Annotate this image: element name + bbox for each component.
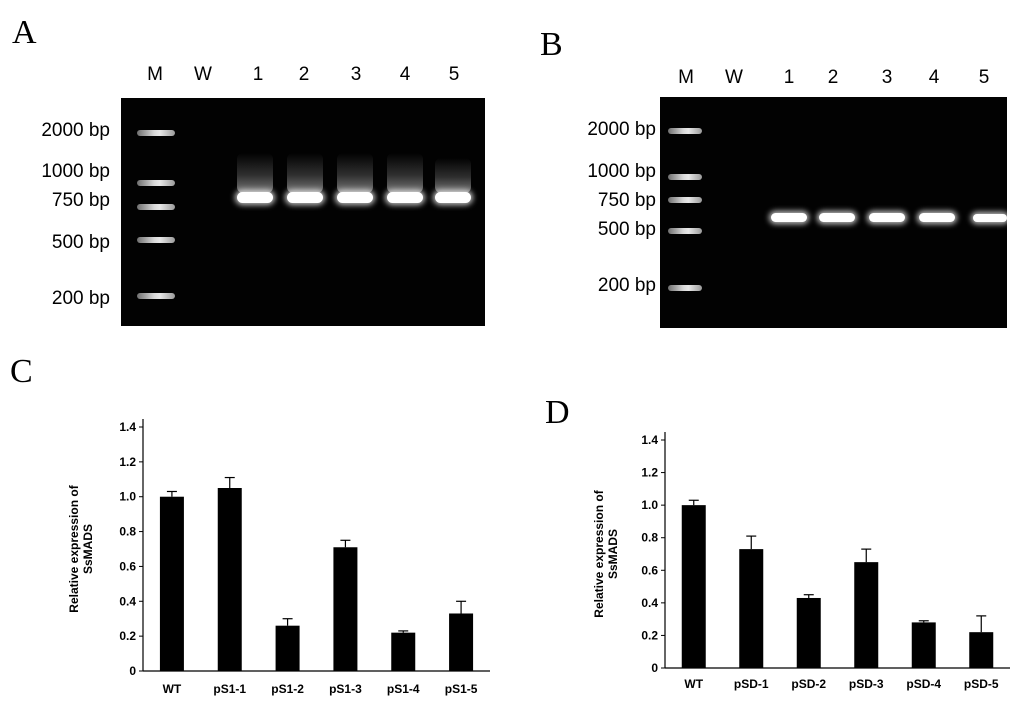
y-tick-label: 0.4 [119,594,136,608]
bar-chart-d: 0 0.2 0.4 0.6 0.8 1.0 1.2 1.4 WT pSD-1 pSD-2 pSD-3 p… [592,432,1010,691]
ladder-band [668,228,702,234]
lane-label-w: W [194,64,212,85]
y-tick-label: 0 [129,664,136,678]
x-tick-label: pS1-2 [271,682,304,696]
bar [681,505,706,668]
bar [969,632,994,668]
size-marker-500: 500 bp [51,232,110,253]
x-tick-label: pSD-3 [849,677,884,691]
ladder-band [668,174,702,180]
panel-letter-c: C [10,353,33,390]
bar-chart-c: 0 0.2 0.4 0.6 0.8 1.0 1.2 1.4 WT pS1-1 pS1-2 pS1-3 p… [67,419,490,696]
ladder-band [137,237,175,243]
panel-letter-d: D [545,394,570,431]
x-tick-label: pS1-5 [445,682,478,696]
ladder-band [668,128,702,134]
lane-label-m: M [147,64,163,85]
ladder-band [668,197,702,203]
lane-label-4: 4 [928,67,940,88]
bar [911,622,936,668]
size-marker-200: 200 bp [597,275,656,296]
size-marker-2000: 2000 bp [41,120,110,141]
lane-label-3: 3 [881,67,893,88]
band-smear [237,153,273,193]
band-smear [337,153,373,193]
y-tick-label: 1.4 [119,420,136,434]
lane-label-5: 5 [978,67,990,88]
lane-label-w: W [725,67,743,88]
lane-label-5: 5 [448,64,460,85]
size-marker-1000: 1000 bp [587,161,656,182]
lane-label-2: 2 [298,64,310,85]
size-marker-750: 750 bp [51,190,110,211]
y-tick-label: 0.8 [641,531,658,545]
bar [333,547,358,671]
ladder-band [668,285,702,291]
lane-label-4: 4 [399,64,411,85]
lane-label-2: 2 [827,67,839,88]
bar [391,632,416,671]
lane-label-3: 3 [350,64,362,85]
pcr-band [387,192,423,203]
y-tick-label: 0.2 [641,628,658,642]
bar [796,597,821,668]
y-tick-label: 0.2 [119,629,136,643]
y-tick-label: 1.0 [641,498,658,512]
pcr-band [869,213,905,222]
y-tick-label: 0.4 [641,596,658,610]
y-tick-label: 0.8 [119,525,136,539]
pcr-band [287,192,323,203]
lane-label-m: M [678,67,694,88]
ladder-band [137,293,175,299]
y-tick-label: 1.2 [641,466,658,480]
gel-image-b [660,97,1007,328]
y-tick-label: 0.6 [641,563,658,577]
pcr-band [771,213,807,222]
bar [854,562,879,668]
pcr-band [435,192,471,203]
size-marker-2000: 2000 bp [587,119,656,140]
size-marker-500: 500 bp [597,219,656,240]
bar [449,613,474,671]
y-tick-label: 1.0 [119,490,136,504]
pcr-band [819,213,855,222]
lane-label-1: 1 [252,64,264,85]
y-tick-label: 1.4 [641,433,658,447]
x-tick-label: pSD-5 [964,677,999,691]
x-tick-label: WT [163,682,182,696]
band-smear [435,158,471,193]
y-tick-label: 1.2 [119,455,136,469]
pcr-band [973,214,1007,222]
x-tick-label: pSD-1 [734,677,769,691]
lane-label-1: 1 [783,67,795,88]
bar [739,549,764,668]
size-marker-1000: 1000 bp [41,161,110,182]
x-tick-label: pSD-2 [791,677,826,691]
bar [159,496,184,671]
ladder-band [137,180,175,186]
y-tick-label: 0.6 [119,559,136,573]
ladder-band [137,204,175,210]
size-marker-200: 200 bp [51,288,110,309]
panel-letter-b: B [540,26,563,63]
x-tick-label: pS1-1 [213,682,246,696]
x-tick-label: pSD-4 [906,677,941,691]
bar [275,625,300,671]
panel-letter-a: A [12,14,37,51]
x-tick-label: pS1-4 [387,682,420,696]
y-axis-label: Relative expression ofSsMADS [67,484,95,612]
y-axis-label: Relative expression ofSsMADS [592,489,620,617]
pcr-band [337,192,373,203]
band-smear [287,153,323,193]
size-marker-750: 750 bp [597,190,656,211]
gel-image-a [121,98,485,326]
bar [217,488,242,671]
pcr-band [919,213,955,222]
y-tick-label: 0 [651,661,658,675]
x-tick-label: WT [684,677,703,691]
band-smear [387,153,423,193]
x-tick-label: pS1-3 [329,682,362,696]
ladder-band [137,130,175,136]
pcr-band [237,192,273,203]
